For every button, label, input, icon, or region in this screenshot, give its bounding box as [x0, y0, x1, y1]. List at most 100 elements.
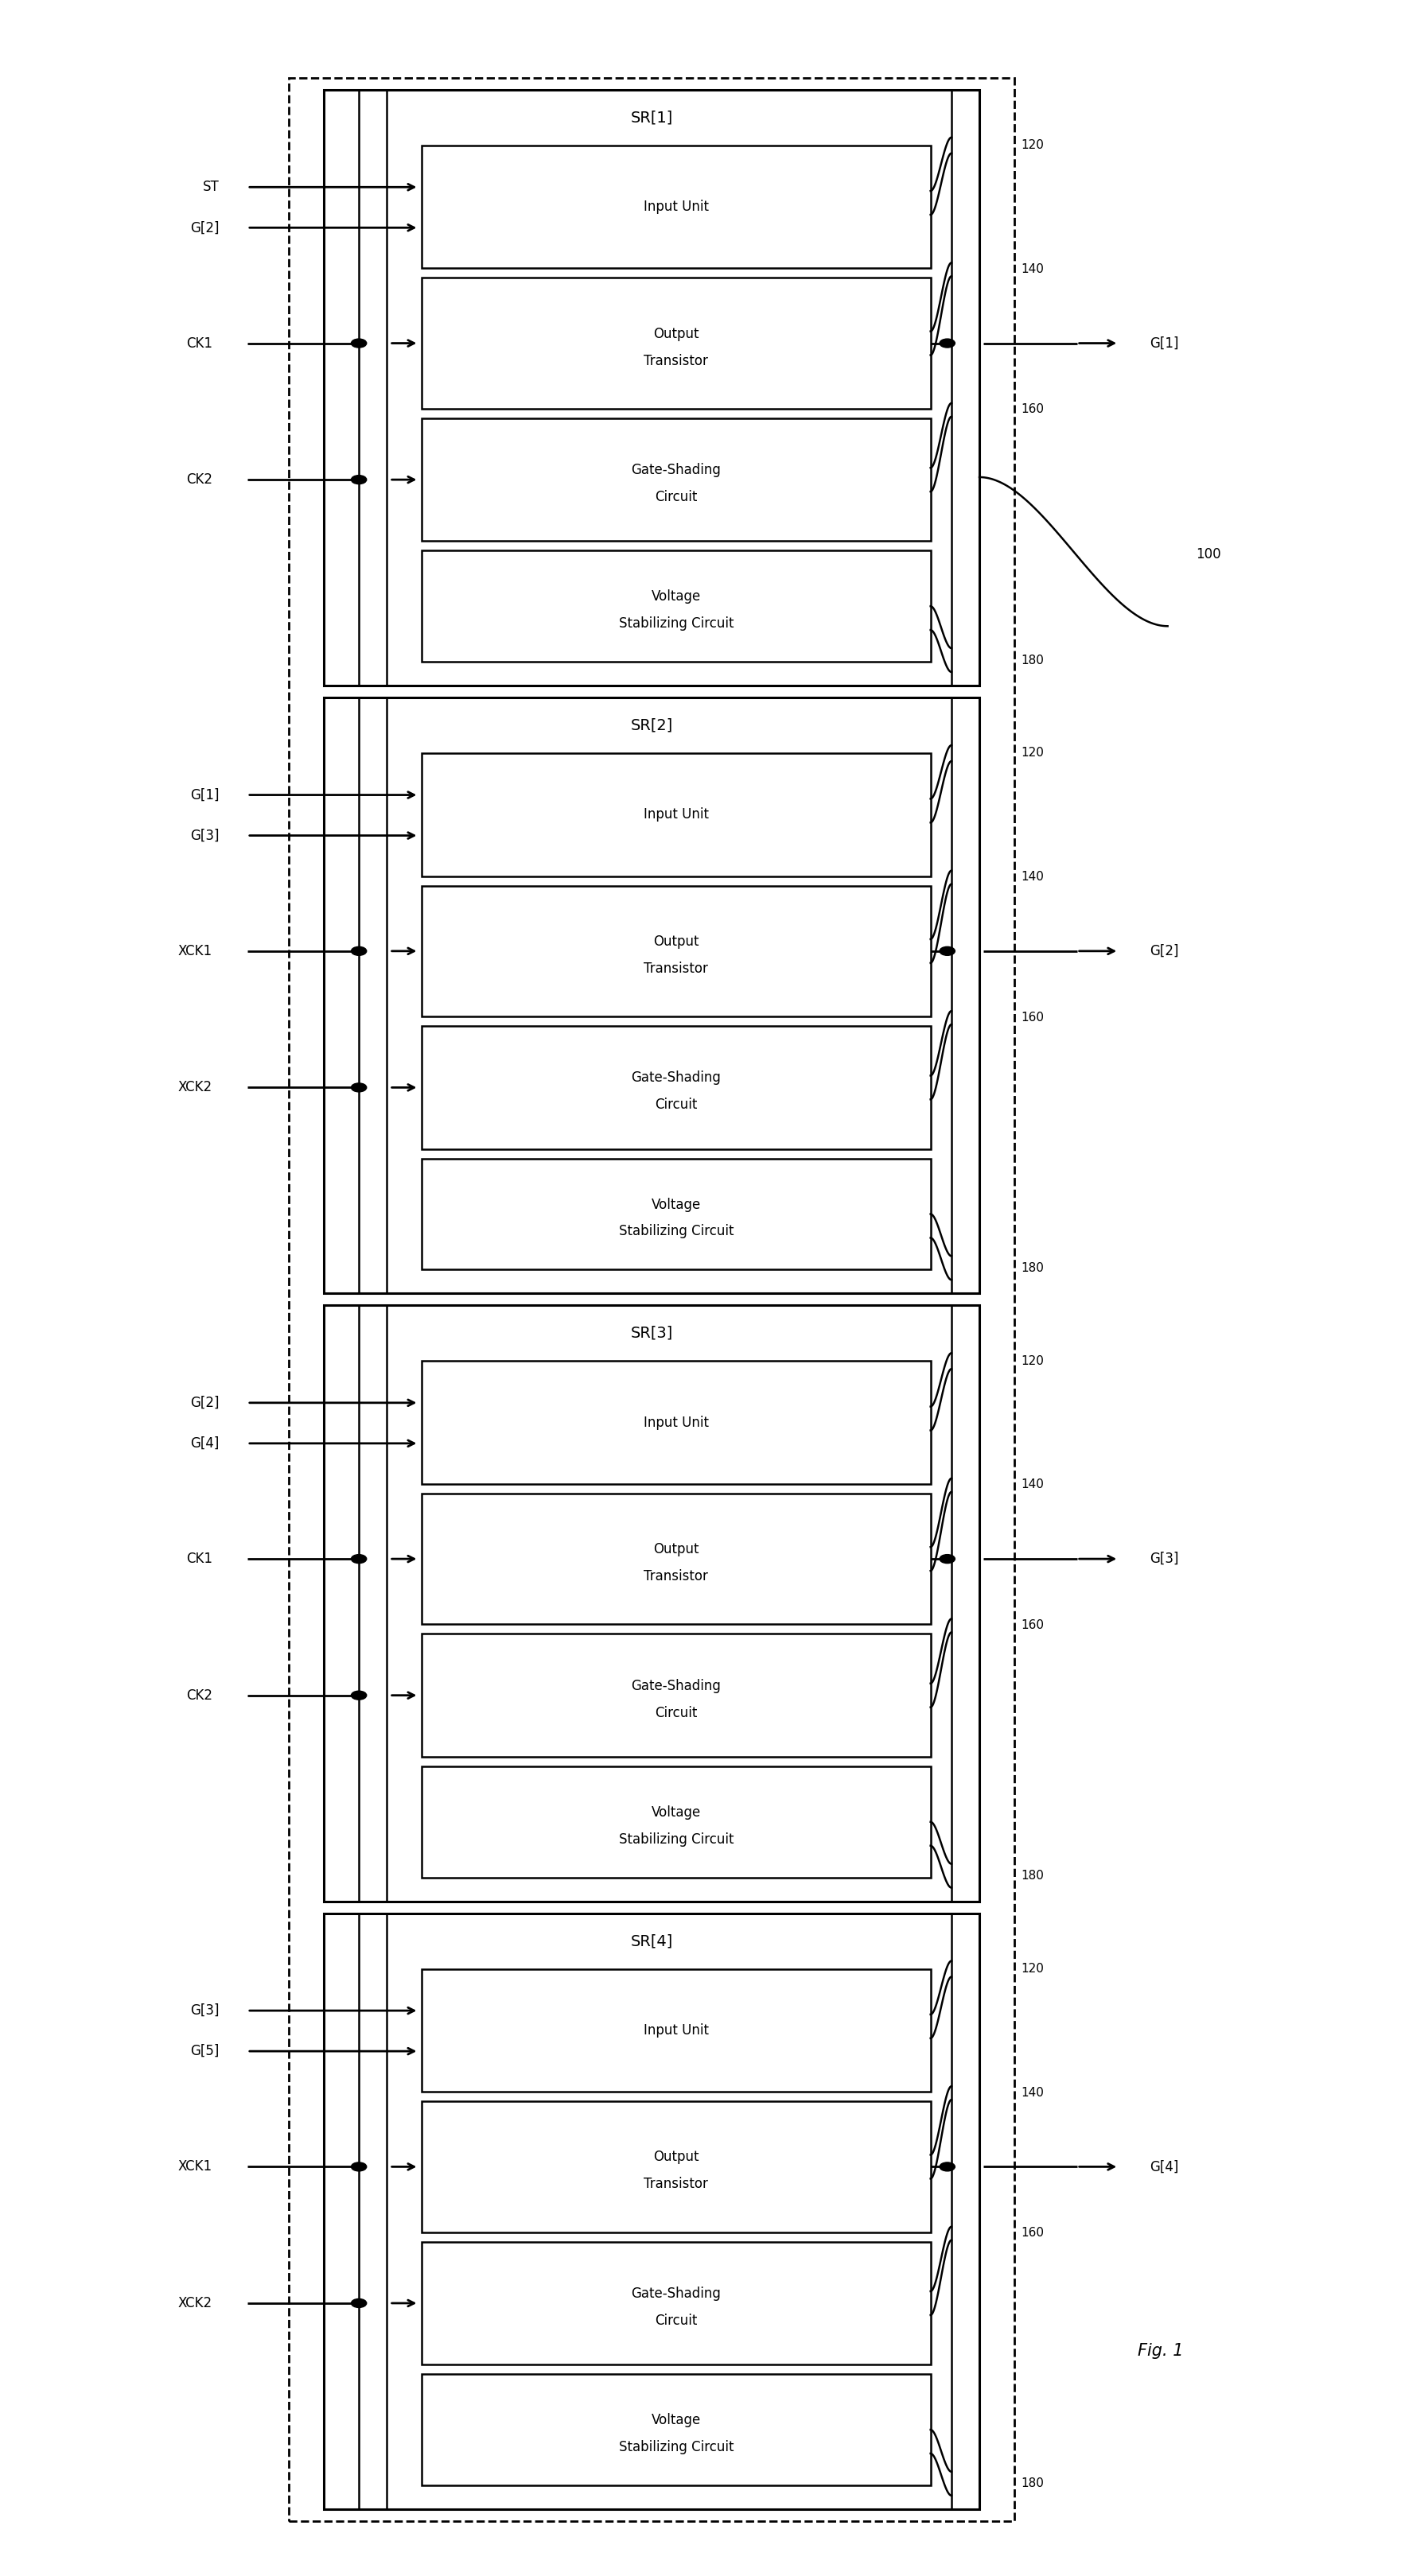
Bar: [422, 886, 930, 1018]
Text: Input Unit: Input Unit: [643, 198, 709, 214]
Text: G[2]: G[2]: [191, 1396, 220, 1409]
Bar: [324, 698, 979, 1293]
Text: 180: 180: [1021, 1262, 1044, 1275]
Text: G[1]: G[1]: [191, 788, 220, 801]
Bar: [324, 1914, 979, 2509]
Text: Output: Output: [653, 935, 699, 948]
Circle shape: [352, 1690, 367, 1700]
Text: Gate-Shading: Gate-Shading: [632, 1680, 722, 1692]
Text: Circuit: Circuit: [654, 1705, 698, 1721]
Circle shape: [940, 2161, 955, 2172]
Text: SR[2]: SR[2]: [630, 719, 672, 734]
Bar: [422, 2241, 930, 2365]
Text: CK2: CK2: [186, 1687, 213, 1703]
Circle shape: [352, 2161, 367, 2172]
Circle shape: [352, 1553, 367, 1564]
Text: 180: 180: [1021, 1870, 1044, 1883]
Text: Stabilizing Circuit: Stabilizing Circuit: [619, 1832, 734, 1847]
Text: 160: 160: [1021, 2228, 1044, 2239]
Bar: [422, 278, 930, 410]
Text: 160: 160: [1021, 1012, 1044, 1023]
Circle shape: [352, 2298, 367, 2308]
Text: XCK2: XCK2: [178, 1079, 213, 1095]
Bar: [422, 1767, 930, 1878]
Text: G[3]: G[3]: [191, 2004, 220, 2017]
Text: Stabilizing Circuit: Stabilizing Circuit: [619, 616, 734, 631]
Text: G[5]: G[5]: [191, 2043, 220, 2058]
Text: 120: 120: [1021, 747, 1044, 760]
Text: Circuit: Circuit: [654, 2313, 698, 2329]
Bar: [422, 752, 930, 876]
Text: G[3]: G[3]: [191, 829, 220, 842]
Text: 180: 180: [1021, 654, 1044, 667]
Text: SR[3]: SR[3]: [630, 1327, 672, 1340]
Text: 140: 140: [1021, 871, 1044, 884]
Text: G[1]: G[1]: [1149, 335, 1178, 350]
Text: Voltage: Voltage: [651, 590, 700, 603]
Bar: [324, 1306, 979, 1901]
Circle shape: [352, 477, 367, 484]
Bar: [422, 1159, 930, 1270]
Circle shape: [940, 948, 955, 956]
Text: Voltage: Voltage: [651, 1806, 700, 1819]
Text: Voltage: Voltage: [651, 2414, 700, 2427]
Text: Stabilizing Circuit: Stabilizing Circuit: [619, 1224, 734, 1239]
Text: G[2]: G[2]: [1149, 943, 1178, 958]
Text: Transistor: Transistor: [644, 2177, 709, 2192]
Text: Output: Output: [653, 1543, 699, 1556]
Text: Gate-Shading: Gate-Shading: [632, 464, 722, 477]
Text: Input Unit: Input Unit: [643, 1414, 709, 1430]
Bar: [289, 77, 1014, 2522]
Text: Voltage: Voltage: [651, 1198, 700, 1211]
Circle shape: [940, 340, 955, 348]
Text: Gate-Shading: Gate-Shading: [632, 1072, 722, 1084]
Text: 160: 160: [1021, 1620, 1044, 1631]
Bar: [422, 2375, 930, 2486]
Text: Output: Output: [653, 327, 699, 340]
Bar: [422, 144, 930, 268]
Text: 100: 100: [1195, 549, 1220, 562]
Circle shape: [352, 1082, 367, 1092]
Text: 140: 140: [1021, 263, 1044, 276]
Text: Transistor: Transistor: [644, 1569, 709, 1584]
Text: SR[4]: SR[4]: [630, 1935, 672, 1947]
Bar: [422, 551, 930, 662]
Circle shape: [352, 948, 367, 956]
Bar: [422, 1360, 930, 1484]
Text: G[3]: G[3]: [1149, 1551, 1178, 1566]
Text: ST: ST: [203, 180, 220, 193]
Text: Input Unit: Input Unit: [643, 2022, 709, 2038]
Text: Transistor: Transistor: [644, 961, 709, 976]
Bar: [422, 1025, 930, 1149]
Bar: [422, 1633, 930, 1757]
Text: SR[1]: SR[1]: [630, 111, 672, 126]
Bar: [324, 90, 979, 685]
Text: G[4]: G[4]: [191, 1437, 220, 1450]
Bar: [422, 2102, 930, 2233]
Text: CK1: CK1: [186, 1551, 213, 1566]
Text: Transistor: Transistor: [644, 353, 709, 368]
Text: Fig. 1: Fig. 1: [1138, 2342, 1184, 2360]
Text: Circuit: Circuit: [654, 489, 698, 505]
Text: G[2]: G[2]: [191, 222, 220, 234]
Text: 160: 160: [1021, 404, 1044, 415]
Text: CK1: CK1: [186, 335, 213, 350]
Bar: [422, 1494, 930, 1625]
Text: XCK2: XCK2: [178, 2295, 213, 2311]
Text: Input Unit: Input Unit: [643, 806, 709, 822]
Text: Circuit: Circuit: [654, 1097, 698, 1113]
Text: Stabilizing Circuit: Stabilizing Circuit: [619, 2439, 734, 2455]
Text: 180: 180: [1021, 2478, 1044, 2488]
Circle shape: [940, 1553, 955, 1564]
Circle shape: [352, 340, 367, 348]
Text: Gate-Shading: Gate-Shading: [632, 2287, 722, 2300]
Text: Output: Output: [653, 2151, 699, 2164]
Text: XCK1: XCK1: [178, 2159, 213, 2174]
Text: CK2: CK2: [186, 471, 213, 487]
Bar: [422, 417, 930, 541]
Text: 120: 120: [1021, 1963, 1044, 1976]
Text: 140: 140: [1021, 1479, 1044, 1492]
Text: G[4]: G[4]: [1149, 2159, 1178, 2174]
Text: 120: 120: [1021, 1355, 1044, 1368]
Text: XCK1: XCK1: [178, 943, 213, 958]
